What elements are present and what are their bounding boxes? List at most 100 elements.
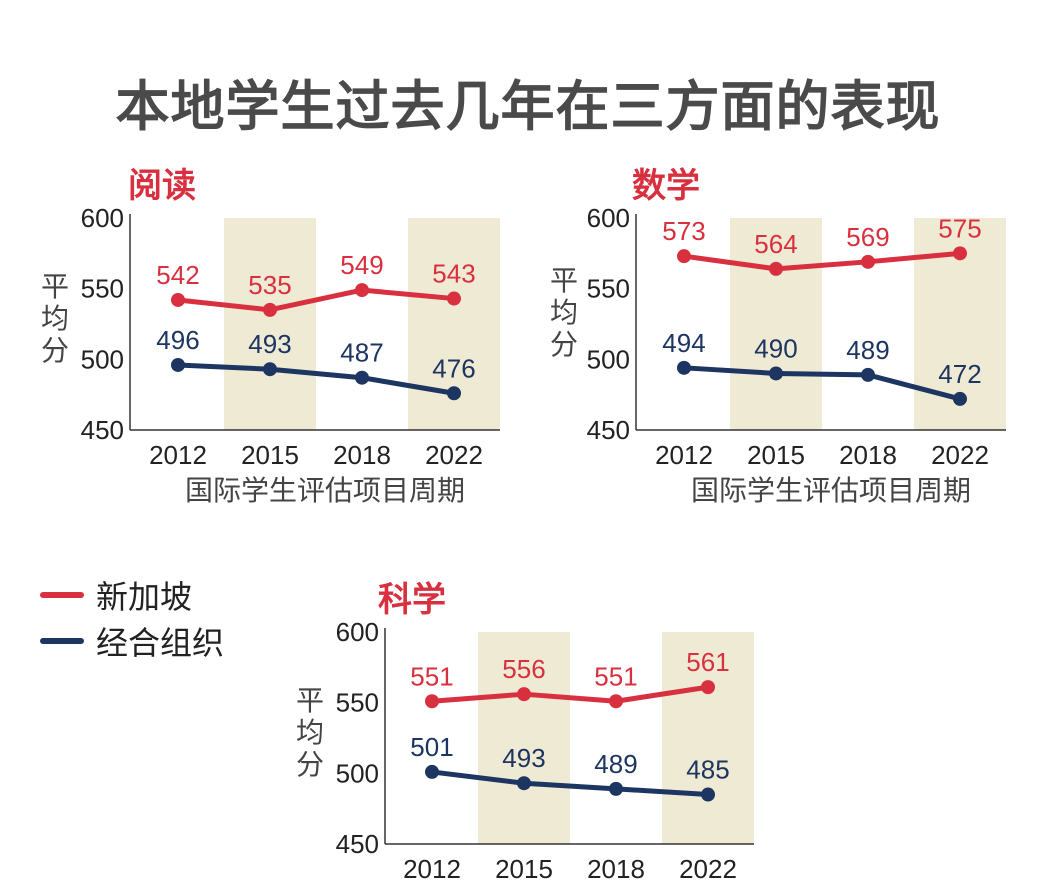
reading-title: 阅读 — [128, 166, 196, 206]
data-point-singapore — [447, 291, 461, 306]
data-point-oecd — [861, 367, 875, 382]
highlight-band-2015 — [224, 218, 316, 430]
data-point-oecd — [609, 781, 623, 796]
data-point-oecd — [263, 362, 277, 377]
data-label-singapore: 551 — [594, 661, 637, 691]
data-label-singapore: 573 — [662, 216, 705, 246]
y-tick-label: 600 — [587, 203, 630, 233]
data-label-singapore: 535 — [248, 270, 291, 300]
series-line-oecd — [429, 769, 711, 798]
data-point-singapore — [171, 292, 185, 307]
x-tick-label: 2015 — [495, 854, 553, 880]
x-tick-label: 2022 — [679, 854, 737, 880]
data-label-oecd: 496 — [156, 325, 199, 355]
x-tick-label: 2018 — [839, 440, 897, 470]
x-tick-label: 2012 — [149, 440, 207, 470]
y-axis-label-char: 分 — [41, 334, 69, 367]
series-line-oecd — [175, 362, 457, 396]
y-tick-label: 450 — [336, 829, 379, 859]
math-title: 数学 — [632, 166, 700, 206]
data-point-singapore — [677, 249, 691, 264]
data-point-oecd — [953, 391, 967, 406]
data-label-oecd: 472 — [938, 359, 981, 389]
y-axis-label-char: 均 — [41, 302, 69, 335]
data-point-oecd — [425, 764, 439, 779]
legend: 新加坡 经合组织 — [40, 572, 224, 664]
data-point-singapore — [355, 283, 369, 298]
data-label-singapore: 569 — [846, 222, 889, 252]
data-point-singapore — [425, 694, 439, 709]
y-axis-label-char: 平 — [550, 264, 578, 297]
y-axis-label: 平均分 — [41, 270, 69, 367]
y-tick-label: 550 — [81, 274, 124, 304]
data-point-oecd — [447, 386, 461, 401]
data-label-oecd: 489 — [594, 749, 637, 779]
data-point-oecd — [769, 366, 783, 381]
y-axis-label-char: 平 — [296, 684, 324, 717]
y-tick-label: 500 — [81, 344, 124, 374]
y-tick-label: 450 — [587, 415, 630, 445]
data-label-oecd: 490 — [754, 333, 797, 363]
data-point-oecd — [701, 787, 715, 802]
y-axis-label-char: 分 — [296, 748, 324, 781]
data-point-oecd — [677, 360, 691, 375]
data-label-oecd: 485 — [686, 755, 729, 785]
x-tick-label: 2012 — [403, 854, 461, 880]
data-label-oecd: 487 — [340, 338, 383, 368]
data-point-oecd — [171, 357, 185, 372]
legend-item-singapore: 新加坡 — [40, 572, 224, 618]
legend-item-oecd: 经合组织 — [40, 618, 224, 664]
y-axis-label-char: 均 — [296, 716, 324, 749]
data-point-oecd — [355, 370, 369, 385]
data-point-singapore — [861, 254, 875, 269]
legend-swatch-singapore — [40, 592, 84, 598]
x-tick-label: 2012 — [655, 440, 713, 470]
data-point-oecd — [517, 776, 531, 791]
data-point-singapore — [769, 261, 783, 276]
series-line-singapore — [681, 250, 963, 272]
legend-label-singapore: 新加坡 — [96, 578, 193, 616]
highlight-band-2015 — [730, 218, 822, 430]
data-label-singapore: 542 — [156, 260, 199, 290]
y-tick-label: 600 — [336, 617, 379, 647]
y-axis-label-char: 均 — [550, 296, 578, 329]
series-line-singapore — [429, 684, 711, 704]
data-point-singapore — [517, 687, 531, 702]
data-point-singapore — [609, 694, 623, 709]
y-axis-label: 平均分 — [296, 684, 324, 781]
data-label-singapore: 564 — [754, 229, 797, 259]
series-line-singapore — [175, 287, 457, 313]
data-label-oecd: 493 — [502, 743, 545, 773]
data-point-singapore — [953, 246, 967, 261]
data-label-singapore: 551 — [410, 661, 453, 691]
y-tick-label: 550 — [336, 688, 379, 718]
y-tick-label: 550 — [587, 274, 630, 304]
x-tick-label: 2022 — [931, 440, 989, 470]
x-tick-label: 2015 — [241, 440, 299, 470]
x-axis-label: 国际学生评估项目周期 — [185, 474, 465, 507]
data-label-oecd: 494 — [662, 328, 705, 358]
x-axis-label: 国际学生评估项目周期 — [691, 474, 971, 507]
data-label-oecd: 476 — [432, 353, 475, 383]
data-label-singapore: 556 — [502, 654, 545, 684]
x-tick-label: 2022 — [425, 440, 483, 470]
data-label-oecd: 501 — [410, 732, 453, 762]
x-tick-label: 2018 — [333, 440, 391, 470]
data-point-singapore — [263, 302, 277, 317]
data-label-singapore: 543 — [432, 259, 475, 289]
data-point-singapore — [701, 680, 715, 695]
data-label-oecd: 489 — [846, 335, 889, 365]
y-axis-label-char: 平 — [41, 270, 69, 303]
highlight-band-2022 — [662, 632, 754, 844]
y-tick-label: 500 — [587, 344, 630, 374]
data-label-singapore: 549 — [340, 250, 383, 280]
y-tick-label: 500 — [336, 758, 379, 788]
y-axis-label-char: 分 — [550, 328, 578, 361]
science-title: 科学 — [378, 580, 446, 620]
y-tick-label: 450 — [81, 415, 124, 445]
legend-swatch-oecd — [40, 638, 84, 644]
y-tick-label: 600 — [81, 203, 124, 233]
